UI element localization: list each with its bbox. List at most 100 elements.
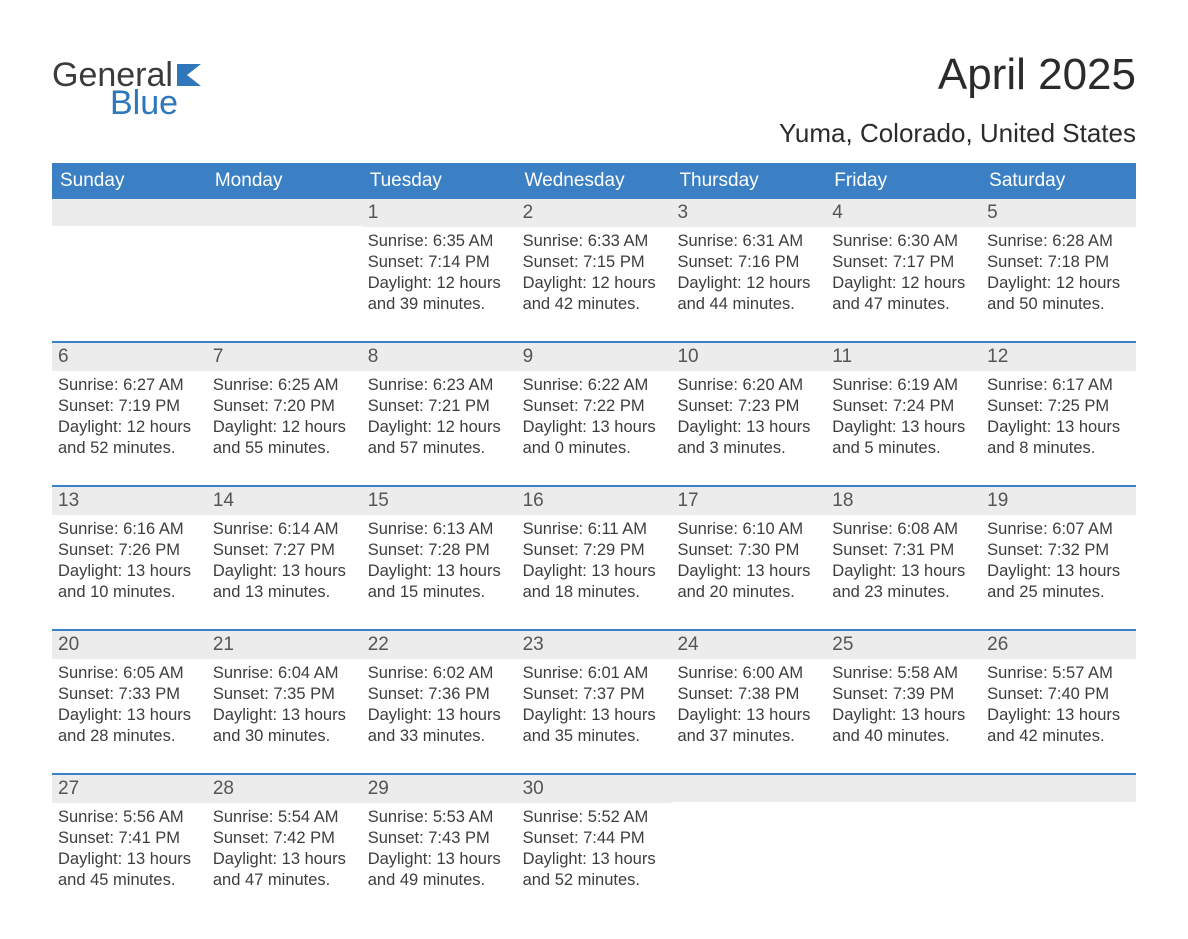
daylight-text: Daylight: 13 hours	[58, 849, 201, 870]
sunset-text: Sunset: 7:37 PM	[523, 684, 666, 705]
daylight-text: and 42 minutes.	[523, 294, 666, 315]
day-cell: 2Sunrise: 6:33 AMSunset: 7:15 PMDaylight…	[517, 199, 672, 323]
weekday-cell: Tuesday	[362, 163, 517, 199]
day-body: Sunrise: 6:31 AMSunset: 7:16 PMDaylight:…	[671, 227, 826, 323]
daylight-text: Daylight: 13 hours	[213, 849, 356, 870]
month-title: April 2025	[779, 50, 1136, 100]
daylight-text: Daylight: 13 hours	[58, 705, 201, 726]
day-body: Sunrise: 6:16 AMSunset: 7:26 PMDaylight:…	[52, 515, 207, 611]
day-body: Sunrise: 6:27 AMSunset: 7:19 PMDaylight:…	[52, 371, 207, 467]
sunrise-text: Sunrise: 6:10 AM	[677, 519, 820, 540]
day-cell	[207, 199, 362, 323]
daylight-text: Daylight: 13 hours	[677, 561, 820, 582]
weekday-cell: Saturday	[981, 163, 1136, 199]
daylight-text: and 57 minutes.	[368, 438, 511, 459]
day-cell: 17 Sunrise: 6:10 AMSunset: 7:30 PMDayligh…	[671, 487, 826, 611]
daylight-text: Daylight: 13 hours	[368, 849, 511, 870]
sunset-text: Sunset: 7:29 PM	[523, 540, 666, 561]
sunset-text: Sunset: 7:41 PM	[58, 828, 201, 849]
sunrise-text: Sunrise: 5:54 AM	[213, 807, 356, 828]
day-cell: 10Sunrise: 6:20 AMSunset: 7:23 PMDayligh…	[671, 343, 826, 467]
daylight-text: and 15 minutes.	[368, 582, 511, 603]
sunset-text: Sunset: 7:31 PM	[832, 540, 975, 561]
sunset-text: Sunset: 7:18 PM	[987, 252, 1130, 273]
sunrise-text: Sunrise: 6:16 AM	[58, 519, 201, 540]
daylight-text: Daylight: 12 hours	[213, 417, 356, 438]
day-cell	[671, 775, 826, 899]
daylight-text: and 49 minutes.	[368, 870, 511, 891]
sunrise-text: Sunrise: 6:20 AM	[677, 375, 820, 396]
daylight-text: and 25 minutes.	[987, 582, 1130, 603]
weekday-cell: Monday	[207, 163, 362, 199]
day-body: Sunrise: 6:19 AMSunset: 7:24 PMDaylight:…	[826, 371, 981, 467]
day-cell: 28Sunrise: 5:54 AMSunset: 7:42 PMDayligh…	[207, 775, 362, 899]
day-number: 9	[517, 343, 672, 371]
day-body: Sunrise: 6:20 AMSunset: 7:23 PMDaylight:…	[671, 371, 826, 467]
day-cell	[52, 199, 207, 323]
day-cell: 14Sunrise: 6:14 AMSunset: 7:27 PMDayligh…	[207, 487, 362, 611]
weekday-header-row: SundayMondayTuesdayWednesdayThursdayFrid…	[52, 163, 1136, 199]
day-number: 23	[517, 631, 672, 659]
daylight-text: Daylight: 13 hours	[832, 417, 975, 438]
sunset-text: Sunset: 7:14 PM	[368, 252, 511, 273]
weekday-cell: Friday	[826, 163, 981, 199]
day-cell: 24Sunrise: 6:00 AMSunset: 7:38 PMDayligh…	[671, 631, 826, 755]
day-body	[981, 802, 1136, 898]
daylight-text: and 52 minutes.	[523, 870, 666, 891]
day-cell: 4Sunrise: 6:30 AMSunset: 7:17 PMDaylight…	[826, 199, 981, 323]
day-body: Sunrise: 5:54 AMSunset: 7:42 PMDaylight:…	[207, 803, 362, 899]
header: General Blue April 2025 Yuma, Colorado, …	[52, 50, 1136, 149]
day-cell: 6Sunrise: 6:27 AMSunset: 7:19 PMDaylight…	[52, 343, 207, 467]
day-body: Sunrise: 6:14 AMSunset: 7:27 PMDaylight:…	[207, 515, 362, 611]
day-cell: 29Sunrise: 5:53 AMSunset: 7:43 PMDayligh…	[362, 775, 517, 899]
day-cell: 15Sunrise: 6:13 AMSunset: 7:28 PMDayligh…	[362, 487, 517, 611]
sunset-text: Sunset: 7:28 PM	[368, 540, 511, 561]
week-row: 1Sunrise: 6:35 AMSunset: 7:14 PMDaylight…	[52, 199, 1136, 323]
calendar-grid: SundayMondayTuesdayWednesdayThursdayFrid…	[52, 163, 1136, 899]
day-cell: 13Sunrise: 6:16 AMSunset: 7:26 PMDayligh…	[52, 487, 207, 611]
location: Yuma, Colorado, United States	[779, 118, 1136, 149]
day-number: 8	[362, 343, 517, 371]
day-cell: 20Sunrise: 6:05 AMSunset: 7:33 PMDayligh…	[52, 631, 207, 755]
day-body: Sunrise: 6:05 AMSunset: 7:33 PMDaylight:…	[52, 659, 207, 755]
day-cell: 22Sunrise: 6:02 AMSunset: 7:36 PMDayligh…	[362, 631, 517, 755]
day-number	[671, 775, 826, 802]
sunset-text: Sunset: 7:33 PM	[58, 684, 201, 705]
sunrise-text: Sunrise: 6:01 AM	[523, 663, 666, 684]
day-body	[826, 802, 981, 898]
daylight-text: and 8 minutes.	[987, 438, 1130, 459]
day-body: Sunrise: 6:33 AMSunset: 7:15 PMDaylight:…	[517, 227, 672, 323]
day-number: 7	[207, 343, 362, 371]
sunset-text: Sunset: 7:21 PM	[368, 396, 511, 417]
logo-flag-icon	[177, 64, 205, 91]
daylight-text: and 23 minutes.	[832, 582, 975, 603]
day-cell: 30Sunrise: 5:52 AMSunset: 7:44 PMDayligh…	[517, 775, 672, 899]
sunrise-text: Sunrise: 5:56 AM	[58, 807, 201, 828]
day-cell: 3Sunrise: 6:31 AMSunset: 7:16 PMDaylight…	[671, 199, 826, 323]
daylight-text: Daylight: 13 hours	[832, 561, 975, 582]
day-number: 2	[517, 199, 672, 227]
daylight-text: and 47 minutes.	[213, 870, 356, 891]
day-number	[207, 199, 362, 226]
sunset-text: Sunset: 7:35 PM	[213, 684, 356, 705]
daylight-text: and 0 minutes.	[523, 438, 666, 459]
sunset-text: Sunset: 7:16 PM	[677, 252, 820, 273]
daylight-text: Daylight: 13 hours	[368, 705, 511, 726]
day-cell: 21Sunrise: 6:04 AMSunset: 7:35 PMDayligh…	[207, 631, 362, 755]
day-body: Sunrise: 6:07 AMSunset: 7:32 PMDaylight:…	[981, 515, 1136, 611]
daylight-text: Daylight: 12 hours	[832, 273, 975, 294]
sunset-text: Sunset: 7:40 PM	[987, 684, 1130, 705]
day-number: 17	[671, 487, 826, 515]
sunset-text: Sunset: 7:32 PM	[987, 540, 1130, 561]
sunset-text: Sunset: 7:30 PM	[677, 540, 820, 561]
sunset-text: Sunset: 7:19 PM	[58, 396, 201, 417]
daylight-text: Daylight: 13 hours	[987, 561, 1130, 582]
daylight-text: Daylight: 13 hours	[213, 705, 356, 726]
calendar-page: General Blue April 2025 Yuma, Colorado, …	[0, 0, 1188, 939]
daylight-text: Daylight: 12 hours	[368, 417, 511, 438]
day-number: 20	[52, 631, 207, 659]
day-number: 22	[362, 631, 517, 659]
sunset-text: Sunset: 7:39 PM	[832, 684, 975, 705]
sunrise-text: Sunrise: 6:13 AM	[368, 519, 511, 540]
day-cell: 26Sunrise: 5:57 AMSunset: 7:40 PMDayligh…	[981, 631, 1136, 755]
